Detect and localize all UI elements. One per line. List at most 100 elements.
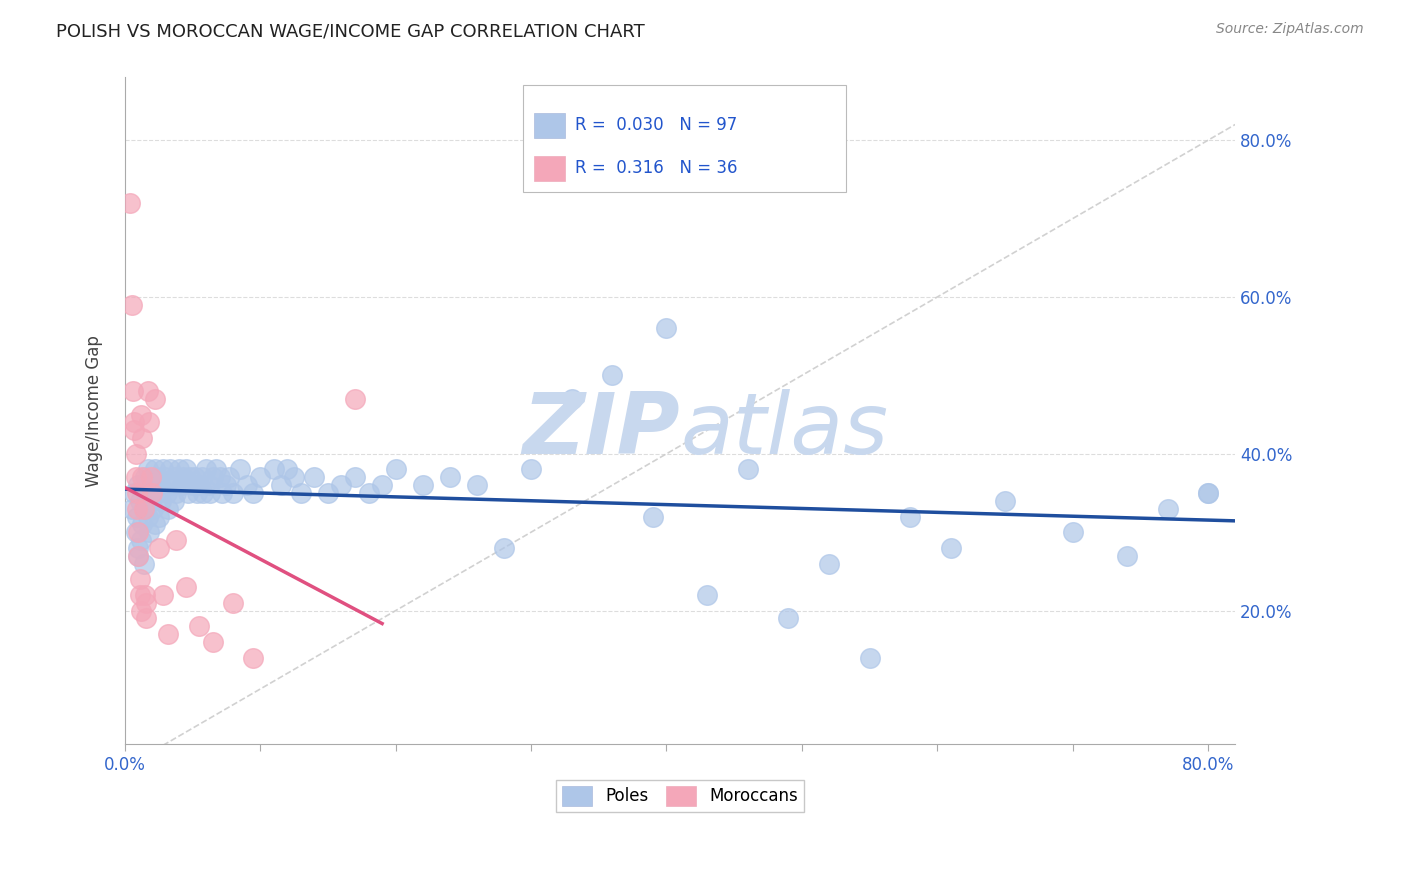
Point [124,423,146,437]
Text: R =  0.030   N = 97: R = 0.030 N = 97 [575,116,737,134]
Point [778,611,800,625]
Point [330,478,353,492]
Point [174,580,197,594]
Point [222,486,245,500]
Y-axis label: Wage/Income Gap: Wage/Income Gap [86,334,103,487]
Point [132,557,155,571]
Point [201,470,224,484]
Point [208,470,231,484]
Point [439,470,461,484]
Point [191,470,214,484]
Point [858,650,880,665]
Point [170,478,193,492]
Point [135,596,157,610]
Point [149,478,172,492]
Point [138,525,160,540]
Point [737,462,759,476]
Point [157,627,180,641]
Point [146,470,169,484]
Point [143,392,166,406]
Point [124,486,146,500]
Point [135,611,157,625]
Text: atlas: atlas [681,389,889,472]
Point [249,470,271,484]
Point [201,635,224,649]
Point [357,486,380,500]
Point [142,501,165,516]
Point [122,384,145,398]
Point [125,509,148,524]
Point [242,486,264,500]
Point [124,525,146,540]
Point [136,509,159,524]
Point [384,462,406,476]
Point [188,619,211,633]
Point [412,478,434,492]
Point [152,588,174,602]
Point [602,368,624,383]
Point [898,509,921,524]
Point [270,478,292,492]
Point [172,470,194,484]
Point [818,557,841,571]
Point [197,478,219,492]
Point [696,588,718,602]
Point [177,486,200,500]
Text: Source: ZipAtlas.com: Source: ZipAtlas.com [1216,22,1364,37]
Point [492,541,515,555]
Point [344,392,367,406]
Point [160,478,183,492]
Point [186,486,208,500]
Point [129,604,152,618]
Point [193,486,215,500]
Point [141,486,163,500]
Point [127,478,149,492]
Point [198,486,221,500]
Point [276,462,298,476]
Point [174,462,197,476]
Point [1062,525,1084,540]
Point [229,462,252,476]
Point [994,493,1017,508]
Point [1115,549,1137,563]
Point [316,486,339,500]
Point [1156,501,1178,516]
Point [143,517,166,532]
Point [135,486,157,500]
Point [181,478,204,492]
Point [165,533,187,547]
Text: ZIP: ZIP [523,389,681,472]
Point [157,501,180,516]
Point [131,470,153,484]
Point [1197,486,1219,500]
Point [127,549,149,563]
Point [218,470,240,484]
Point [188,478,211,492]
Point [124,447,146,461]
Point [162,493,184,508]
Point [465,478,488,492]
Point [120,195,142,210]
Point [156,486,179,500]
Point [371,478,394,492]
Point [125,486,148,500]
Point [138,416,160,430]
Point [939,541,962,555]
Point [211,486,233,500]
Point [344,470,367,484]
Point [1197,486,1219,500]
Point [263,462,285,476]
Point [283,470,305,484]
Point [127,549,149,563]
Point [136,462,159,476]
Point [167,462,190,476]
Point [139,470,162,484]
Point [128,493,150,508]
Point [121,298,143,312]
Point [124,416,146,430]
Point [129,533,152,547]
Point [304,470,326,484]
Point [179,470,201,484]
Point [222,596,245,610]
Point [143,462,166,476]
